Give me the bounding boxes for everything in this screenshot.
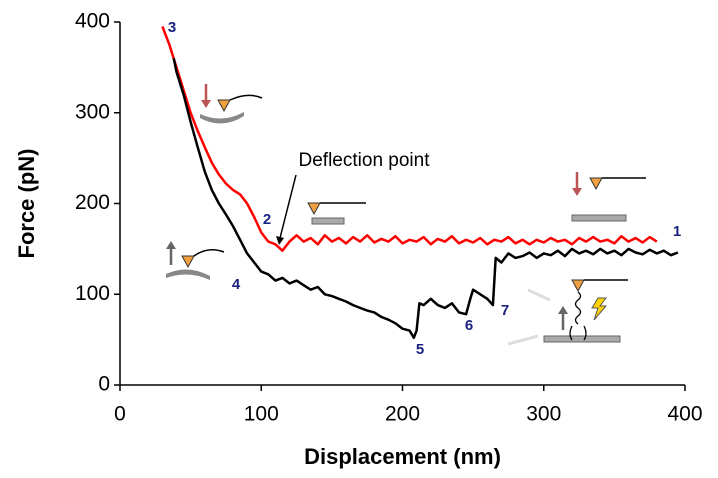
- tip-icon: [217, 99, 231, 113]
- cantilever-icon: [193, 249, 225, 257]
- y-tick-label: 400: [75, 10, 110, 33]
- x-tick-label: 300: [526, 403, 561, 426]
- annotation: Deflection point: [299, 150, 431, 171]
- y-tick-label: 0: [98, 373, 110, 396]
- annotation-arrow: [276, 236, 284, 245]
- surface-icon: [571, 214, 627, 222]
- point-label: 4: [232, 276, 241, 293]
- point-label: 7: [501, 302, 509, 319]
- surface-icon: [200, 112, 244, 124]
- molecule-icon: [569, 291, 587, 341]
- point-label: 3: [168, 19, 176, 36]
- x-tick-label: 0: [114, 403, 126, 426]
- y-tick-label: 300: [75, 100, 110, 123]
- y-axis-label: Force (pN): [14, 149, 39, 259]
- tip-icon: [307, 202, 321, 216]
- x-tick-label: 200: [385, 403, 420, 426]
- tip-icon: [589, 177, 603, 191]
- data-line: [172, 58, 679, 340]
- x-axis-label: Displacement (nm): [304, 444, 501, 469]
- arrow-icon: [558, 306, 568, 314]
- surface-icon: [311, 217, 345, 225]
- arrow-icon: [572, 188, 582, 196]
- y-tick-label: 100: [75, 282, 110, 305]
- pointer-icon: [527, 288, 551, 302]
- cantilever-icon: [229, 94, 263, 101]
- arrow-icon: [166, 241, 176, 249]
- point-label: 1: [673, 223, 681, 240]
- point-label: 6: [465, 317, 473, 334]
- pointer-icon: [507, 334, 539, 346]
- y-tick-label: 200: [75, 191, 110, 214]
- point-label: 2: [263, 211, 271, 228]
- data-line: [161, 26, 658, 252]
- icons: [166, 84, 646, 346]
- x-tick-label: 100: [244, 403, 279, 426]
- tip-icon: [571, 279, 585, 293]
- bolt-icon: [591, 297, 608, 321]
- annotation-arrow: [279, 174, 297, 239]
- tip-icon: [181, 255, 195, 269]
- surface-icon: [166, 269, 210, 280]
- surface-icon: [543, 335, 621, 343]
- arrow-icon: [201, 100, 211, 108]
- point-label: 5: [416, 341, 424, 358]
- x-tick-label: 400: [667, 403, 702, 426]
